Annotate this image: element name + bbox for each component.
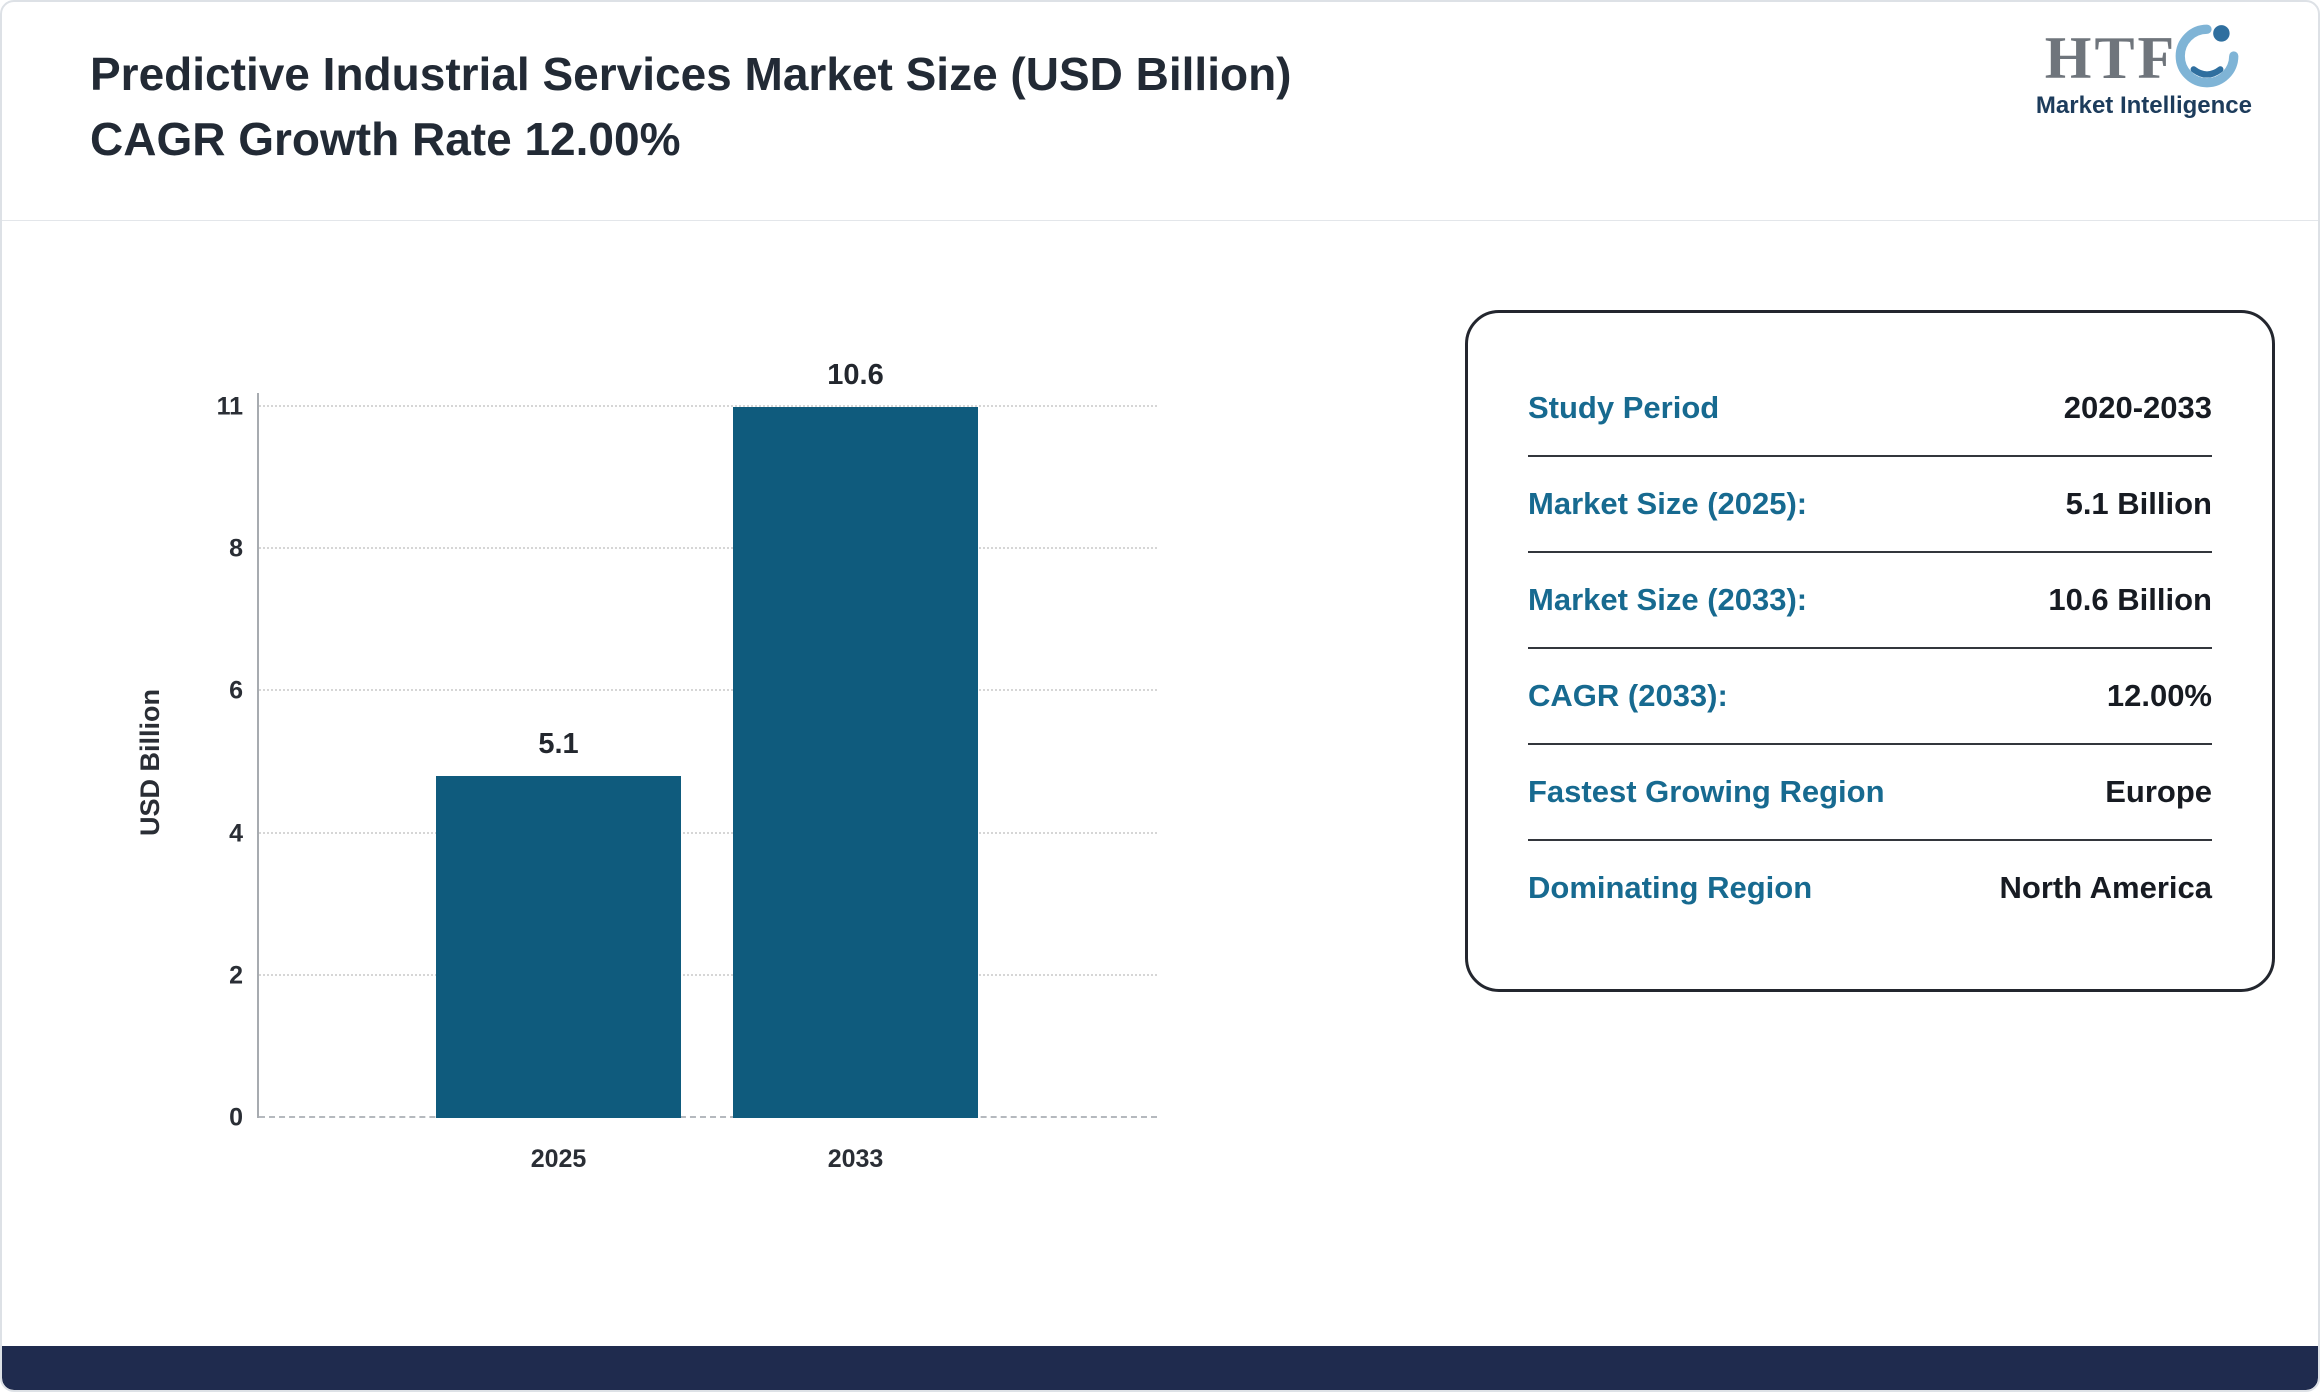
y-tick-label: 2: [229, 961, 243, 990]
header-divider: [2, 220, 2318, 221]
y-tick-label: 8: [229, 534, 243, 563]
info-label: Dominating Region: [1528, 870, 1813, 905]
logo-row: HTF: [2044, 24, 2243, 92]
info-row-study-period: Study Period 2020-2033: [1528, 361, 2212, 457]
info-row-market-size-2033: Market Size (2033): 10.6 Billion: [1528, 553, 2212, 649]
info-value: 2020-2033: [2063, 390, 2212, 425]
y-axis-line: [257, 393, 259, 1118]
info-label: Fastest Growing Region: [1528, 774, 1885, 809]
bar-value-label: 5.1: [538, 727, 579, 760]
bar-value-label: 10.6: [827, 359, 884, 391]
y-tick-label: 11: [216, 392, 243, 421]
gridline: [259, 973, 1157, 976]
bars-row: 5.1 2025 10.6 2033: [257, 359, 1157, 1173]
info-value: 12.00%: [2106, 678, 2212, 713]
summary-card: Study Period 2020-2033 Market Size (2025…: [1465, 310, 2275, 992]
y-tick-label: 0: [229, 1103, 243, 1132]
info-row-cagr: CAGR (2033): 12.00%: [1528, 649, 2212, 745]
info-row-dominating-region: Dominating Region North America: [1528, 841, 2212, 935]
gridline: [259, 689, 1157, 692]
y-tick-label: 6: [229, 676, 243, 705]
info-label: Study Period: [1528, 390, 1720, 425]
page-title: Predictive Industrial Services Market Si…: [90, 48, 1292, 166]
info-value: 10.6 Billion: [2048, 582, 2212, 617]
info-value: Europe: [2105, 774, 2212, 809]
info-value: 5.1 Billion: [2065, 486, 2212, 521]
gridline: [259, 1116, 1157, 1118]
y-axis-title-text: USD Billion: [134, 689, 165, 836]
logo-subtext: Market Intelligence: [2035, 92, 2252, 119]
info-row-fastest-growing-region: Fastest Growing Region Europe: [1528, 745, 2212, 841]
info-value: North America: [1999, 870, 2212, 905]
bar-2025: 5.1 2025: [436, 728, 681, 1173]
gridline: [259, 831, 1157, 834]
logo-swirl-icon: [2175, 24, 2239, 88]
info-label: Market Size (2033):: [1528, 582, 1808, 617]
info-row-market-size-2025: Market Size (2025): 5.1 Billion: [1528, 457, 2212, 553]
x-tick-label: 2033: [827, 1145, 884, 1173]
gridline: [259, 405, 1157, 407]
gridline: [259, 547, 1157, 550]
y-axis-title: USD Billion: [120, 407, 180, 1118]
plot-area: 5.1 2025 10.6 2033 0 2 4 6 8 11: [217, 359, 1157, 1173]
info-label: Market Size (2025):: [1528, 486, 1808, 521]
bottom-strip: [2, 1346, 2318, 1390]
info-label: CAGR (2033):: [1528, 678, 1728, 713]
y-tick-label: 4: [229, 819, 243, 848]
logo-text: HTF: [2044, 25, 2178, 91]
x-tick-label: 2025: [530, 1145, 587, 1173]
brand-logo: HTF Market Intelligence: [2035, 24, 2252, 120]
bar-2033: 10.6 2033: [733, 359, 978, 1173]
